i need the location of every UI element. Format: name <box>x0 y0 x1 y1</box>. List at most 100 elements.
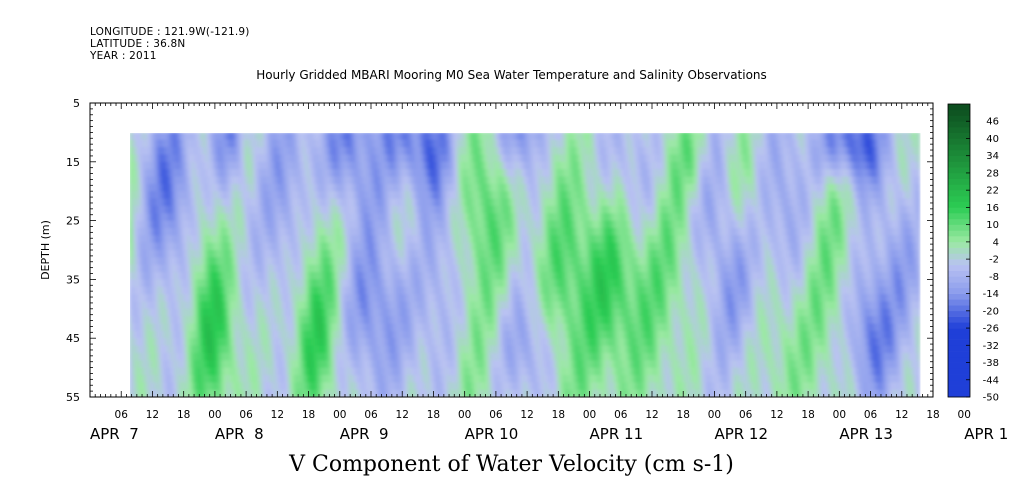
heatmap-cell <box>477 374 481 383</box>
heatmap-cell <box>428 374 432 383</box>
heatmap-cell <box>259 338 263 346</box>
heatmap-cell <box>420 220 424 229</box>
heatmap-cell <box>342 374 346 383</box>
heatmap-cell <box>318 323 322 332</box>
heatmap-cell <box>326 227 330 236</box>
heatmap-cell <box>339 176 343 185</box>
heatmap-cell <box>347 227 351 236</box>
heatmap-cell <box>321 374 325 383</box>
heatmap-cell <box>170 213 174 221</box>
heatmap-cell <box>347 169 351 177</box>
heatmap-cell <box>207 133 211 141</box>
heatmap-cell <box>475 250 479 258</box>
heatmap-cell <box>233 389 237 397</box>
heatmap-cell <box>363 286 367 295</box>
heatmap-cell <box>347 389 351 397</box>
heatmap-cell <box>477 147 481 155</box>
heatmap-cell <box>410 147 414 155</box>
heatmap-cell <box>259 257 263 266</box>
heatmap-cell <box>130 389 133 397</box>
heatmap-cell <box>339 345 343 354</box>
heatmap-cell <box>282 316 286 324</box>
heatmap-cell <box>394 205 398 214</box>
heatmap-cell <box>402 345 406 354</box>
heatmap-cell <box>331 198 335 207</box>
heatmap-cell <box>305 301 309 310</box>
heatmap-cell <box>311 161 315 170</box>
heatmap-cell <box>324 235 328 244</box>
heatmap-cell <box>467 242 471 251</box>
heatmap-cell <box>144 169 148 177</box>
heatmap-cell <box>324 294 328 302</box>
heatmap-cell <box>295 294 299 302</box>
heatmap-cell <box>251 205 255 214</box>
heatmap-cell <box>347 301 351 310</box>
heatmap-cell <box>415 264 419 273</box>
heatmap-cell <box>131 191 135 199</box>
heatmap-cell <box>342 205 346 214</box>
heatmap-cell <box>472 161 476 170</box>
heatmap-cell <box>397 338 401 346</box>
heatmap-cell <box>342 360 346 368</box>
heatmap-cell <box>412 227 416 236</box>
heatmap-cell <box>292 301 296 310</box>
heatmap-cell <box>324 382 328 391</box>
heatmap-cell <box>131 220 135 229</box>
heatmap-cell <box>459 154 463 163</box>
heatmap-cell <box>152 360 156 368</box>
heatmap-cell <box>134 330 138 339</box>
heatmap-cell <box>402 294 406 302</box>
heatmap-cell <box>441 242 445 251</box>
heatmap-cell <box>246 330 250 339</box>
heatmap-cell <box>259 323 263 332</box>
heatmap-cell <box>384 367 388 376</box>
heatmap-cell <box>423 139 427 148</box>
heatmap-cell <box>173 133 177 141</box>
heatmap-cell <box>308 235 312 244</box>
heatmap-cell <box>454 154 458 163</box>
heatmap-cell <box>282 301 286 310</box>
heatmap-cell <box>238 338 242 346</box>
heatmap-cell <box>412 316 416 324</box>
heatmap-cell <box>334 133 338 141</box>
heatmap-cell <box>472 360 476 368</box>
heatmap-cell <box>225 352 229 361</box>
heatmap-cell <box>238 279 242 288</box>
heatmap-cell <box>381 345 385 354</box>
heatmap-cell <box>485 161 489 170</box>
heatmap-cell <box>144 294 148 302</box>
heatmap-cell <box>253 308 257 317</box>
heatmap-cell <box>394 257 398 266</box>
heatmap-cell <box>368 294 372 302</box>
heatmap-cell <box>131 235 135 244</box>
heatmap-cell <box>303 235 307 244</box>
heatmap-cell <box>376 382 380 391</box>
heatmap-cell <box>373 250 377 258</box>
heatmap-cell <box>233 257 237 266</box>
heatmap-cell <box>272 139 276 148</box>
heatmap-cell <box>477 264 481 273</box>
chart-title: Hourly Gridded MBARI Mooring M0 Sea Wate… <box>256 68 767 82</box>
heatmap-cell <box>246 257 250 266</box>
heatmap-cell <box>488 176 492 185</box>
heatmap-cell <box>326 183 330 192</box>
heatmap-cell <box>436 147 440 155</box>
heatmap-cell <box>420 213 424 221</box>
heatmap-cell <box>482 198 486 207</box>
heatmap-cell <box>220 316 224 324</box>
heatmap-cell <box>207 147 211 155</box>
heatmap-cell <box>152 316 156 324</box>
heatmap-cell <box>238 257 242 266</box>
heatmap-cell <box>243 242 247 251</box>
heatmap-cell <box>130 198 133 207</box>
heatmap-cell <box>311 205 315 214</box>
heatmap-cell <box>285 176 289 185</box>
heatmap-cell <box>214 382 218 391</box>
heatmap-cell <box>454 308 458 317</box>
heatmap-cell <box>350 374 354 383</box>
heatmap-cell <box>441 198 445 207</box>
heatmap-cell <box>178 294 182 302</box>
heatmap-cell <box>384 183 388 192</box>
heatmap-cell <box>290 308 294 317</box>
heatmap-cell <box>261 242 265 251</box>
